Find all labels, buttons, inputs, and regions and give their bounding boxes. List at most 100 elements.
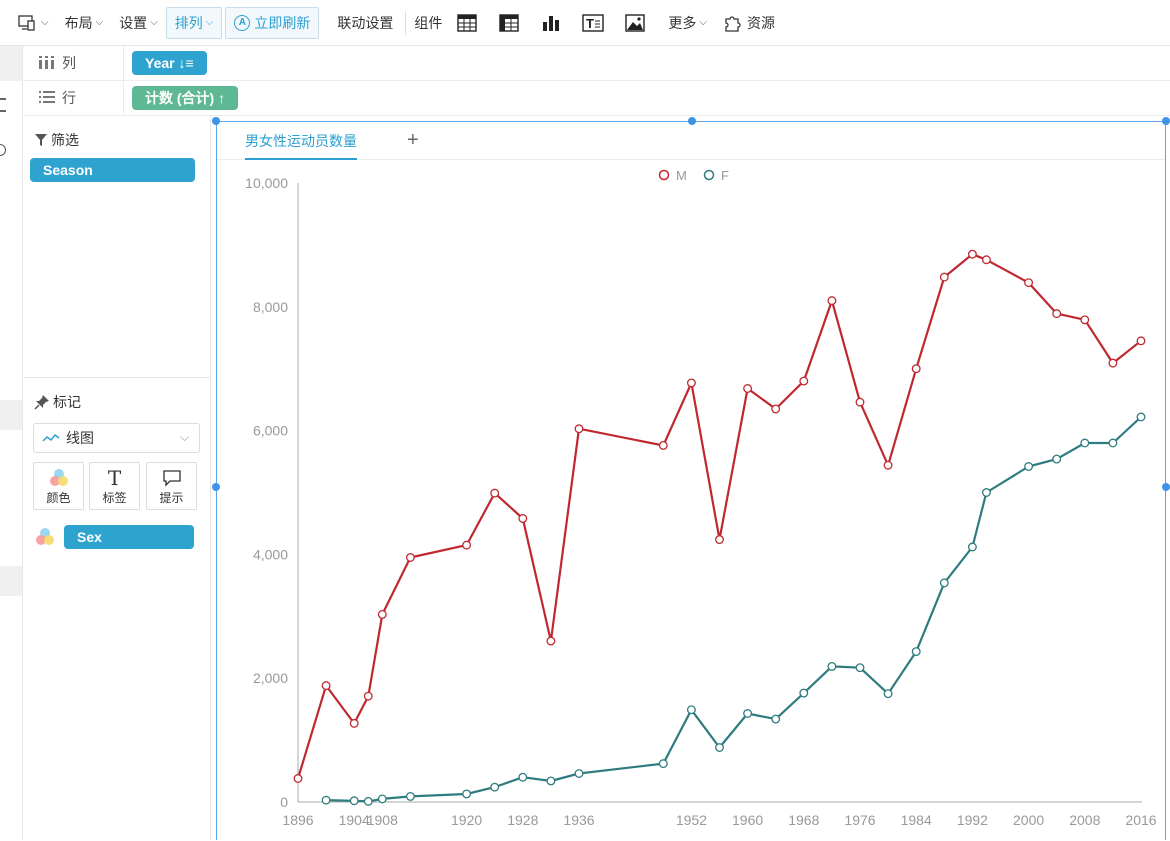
data-point[interactable] xyxy=(686,378,696,388)
search-icon[interactable] xyxy=(0,144,6,156)
linkage-label: 联动设置 xyxy=(337,14,394,31)
data-point[interactable] xyxy=(321,795,331,805)
data-point[interactable] xyxy=(799,376,809,386)
data-point[interactable] xyxy=(405,553,415,562)
list-icon[interactable] xyxy=(0,98,6,112)
data-point[interactable] xyxy=(363,796,373,806)
data-point[interactable] xyxy=(982,255,991,265)
x-tick-label: 2000 xyxy=(1013,812,1044,828)
columns-shelf-label: 列 xyxy=(24,46,124,80)
resources-button[interactable]: 资源 xyxy=(715,7,783,39)
color-mark-button[interactable]: 颜色 xyxy=(33,462,84,510)
data-point[interactable] xyxy=(1080,315,1090,325)
data-point[interactable] xyxy=(1108,438,1118,448)
data-point[interactable] xyxy=(686,705,696,715)
crosstab-component-button[interactable] xyxy=(488,7,530,39)
data-point[interactable] xyxy=(911,647,921,657)
legend-marker xyxy=(703,169,715,181)
data-point[interactable] xyxy=(546,776,556,786)
data-point[interactable] xyxy=(982,488,991,497)
data-point[interactable] xyxy=(883,460,893,470)
y-tick-label: 4,000 xyxy=(253,546,288,562)
data-point[interactable] xyxy=(462,540,472,550)
sort-menu[interactable]: 排列 ⌵ xyxy=(165,6,223,39)
sort-label: 排列 xyxy=(174,14,203,31)
data-point[interactable] xyxy=(827,661,837,671)
data-point[interactable] xyxy=(715,743,724,752)
data-point[interactable] xyxy=(771,404,781,414)
data-point[interactable] xyxy=(293,774,303,783)
data-point[interactable] xyxy=(1024,462,1034,471)
data-point[interactable] xyxy=(855,663,865,673)
layout-menu[interactable]: 布局 ⌵ xyxy=(57,7,112,39)
refresh-button[interactable]: A 立即刷新 xyxy=(225,6,320,39)
data-point[interactable] xyxy=(1052,309,1062,319)
data-point[interactable] xyxy=(855,397,865,407)
data-point[interactable] xyxy=(518,772,528,782)
data-point[interactable] xyxy=(363,691,373,701)
data-point[interactable] xyxy=(1052,454,1062,464)
add-tab-icon[interactable]: + xyxy=(407,129,419,151)
data-point[interactable] xyxy=(377,794,387,804)
resize-handle[interactable] xyxy=(688,117,696,125)
data-point[interactable] xyxy=(743,709,753,718)
data-point[interactable] xyxy=(967,249,977,259)
data-point[interactable] xyxy=(462,789,472,799)
image-component-button[interactable] xyxy=(614,7,656,39)
data-point[interactable] xyxy=(546,636,556,646)
data-point[interactable] xyxy=(349,718,359,728)
left-strip-item[interactable] xyxy=(0,400,22,430)
more-label: 更多 xyxy=(668,14,697,31)
data-point[interactable] xyxy=(799,688,809,698)
left-strip-item[interactable] xyxy=(0,566,22,596)
data-point[interactable] xyxy=(1108,358,1118,368)
data-point[interactable] xyxy=(827,296,837,306)
data-point[interactable] xyxy=(377,609,387,619)
settings-menu[interactable]: 设置 ⌵ xyxy=(111,7,166,39)
data-point[interactable] xyxy=(321,681,331,691)
data-point[interactable] xyxy=(939,578,949,588)
data-point[interactable] xyxy=(939,272,949,282)
data-point[interactable] xyxy=(1136,412,1146,422)
tab-athlete-count[interactable]: 男女性运动员数量 xyxy=(245,122,357,160)
resize-handle[interactable] xyxy=(212,483,220,491)
data-point[interactable] xyxy=(490,782,500,792)
sex-color-pill[interactable]: Sex xyxy=(64,525,194,549)
tooltip-mark-button[interactable]: 提示 xyxy=(146,462,197,510)
chart-type-select[interactable]: 线图 ⌵ xyxy=(33,423,200,453)
data-point[interactable] xyxy=(405,791,415,801)
season-filter-pill[interactable]: Season xyxy=(30,158,195,182)
data-point[interactable] xyxy=(715,535,724,544)
linkage-settings-button[interactable]: 联动设置 xyxy=(329,7,401,39)
year-field-pill[interactable]: Year ↓≡ xyxy=(132,51,207,75)
table-component-button[interactable] xyxy=(446,7,488,39)
data-point[interactable] xyxy=(490,488,500,498)
data-point[interactable] xyxy=(1136,336,1146,346)
data-point[interactable] xyxy=(574,769,584,778)
more-menu[interactable]: 更多 ⌵ xyxy=(660,7,715,39)
chart-component-button[interactable] xyxy=(530,7,572,39)
data-point[interactable] xyxy=(1080,438,1090,448)
resize-handle[interactable] xyxy=(212,117,220,125)
y-tick-label: 2,000 xyxy=(253,670,288,686)
data-point[interactable] xyxy=(743,384,753,393)
data-point[interactable] xyxy=(967,542,977,552)
count-measure-pill[interactable]: 计数 (合计) ↑ xyxy=(132,86,239,110)
x-tick-label: 1952 xyxy=(676,812,707,828)
data-point[interactable] xyxy=(883,689,893,699)
data-point[interactable] xyxy=(658,441,668,450)
data-point[interactable] xyxy=(574,424,584,434)
device-switch-button[interactable]: ⌵ xyxy=(10,7,57,39)
data-point[interactable] xyxy=(1024,278,1034,288)
text-component-button[interactable]: T xyxy=(572,7,614,39)
label-mark-button[interactable]: T 标签 xyxy=(89,462,140,510)
data-point[interactable] xyxy=(518,514,528,523)
resize-handle[interactable] xyxy=(1162,117,1170,125)
data-point[interactable] xyxy=(658,759,668,769)
data-point[interactable] xyxy=(911,364,921,374)
legend-label: M xyxy=(676,168,687,183)
resize-handle[interactable] xyxy=(1162,483,1170,491)
data-point[interactable] xyxy=(349,796,359,806)
data-point[interactable] xyxy=(771,714,781,724)
